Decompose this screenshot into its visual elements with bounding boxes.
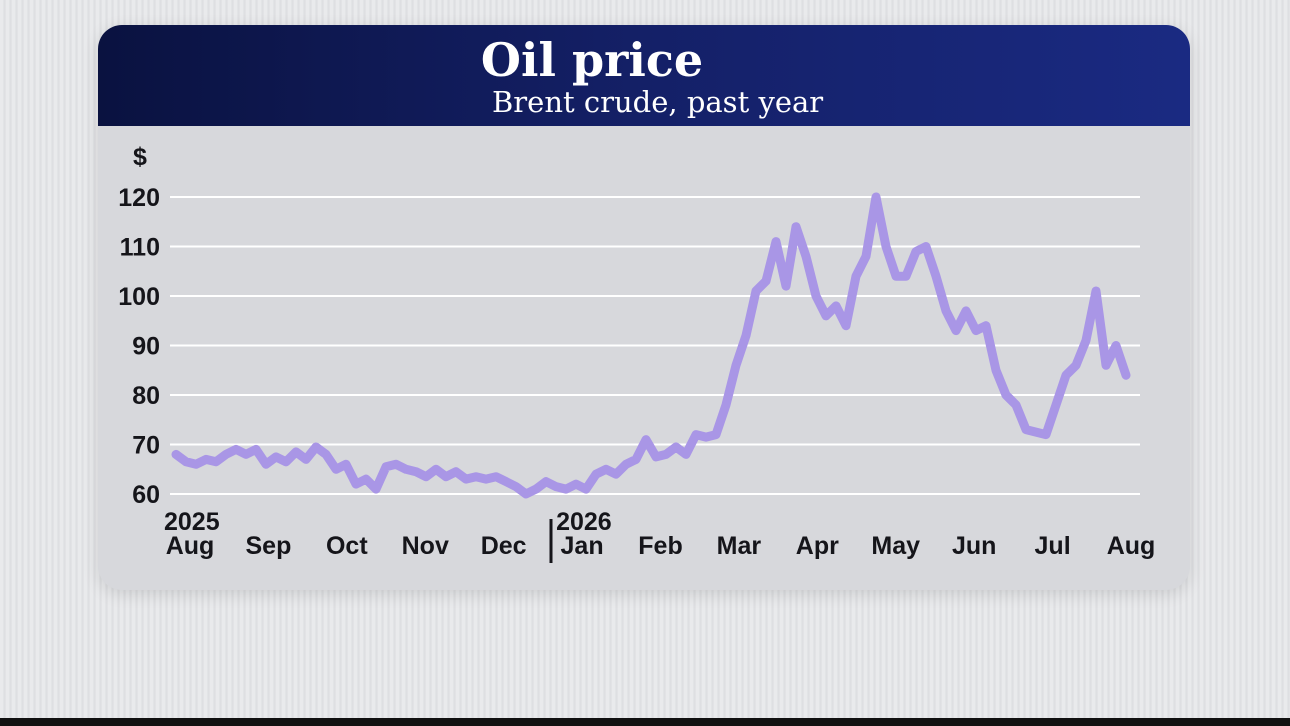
y-tick-label: 100 [118, 283, 160, 311]
x-tick-label: Oct [326, 532, 368, 560]
x-tick-label: Mar [717, 532, 762, 560]
x-tick-label: Apr [796, 532, 839, 560]
header-band [98, 25, 1190, 126]
y-tick-label: 90 [132, 333, 160, 361]
x-tick-label: Feb [638, 532, 682, 560]
y-tick-label: 110 [120, 234, 160, 262]
chart-title: Oil price [481, 33, 703, 87]
x-tick-label: Aug [1107, 532, 1156, 560]
x-tick-label: Jul [1035, 532, 1071, 560]
y-tick-label: 70 [132, 432, 160, 460]
x-tick-label: Sep [245, 532, 291, 560]
y-tick-label: 120 [118, 184, 160, 212]
x-tick-label: Dec [481, 532, 527, 560]
bottom-bar [0, 718, 1290, 726]
x-tick-label: Nov [402, 532, 449, 560]
y-tick-label: 80 [132, 382, 160, 410]
year-label: 2025 [164, 508, 220, 536]
x-tick-label: Jun [952, 532, 996, 560]
x-tick-label: Jan [561, 532, 604, 560]
year-label: 2026 [556, 508, 612, 536]
chart-card [98, 25, 1190, 590]
x-tick-label: May [871, 532, 920, 560]
chart-subtitle: Brent crude, past year [492, 85, 823, 119]
y-tick-label: 60 [132, 481, 160, 509]
y-axis-label: $ [133, 143, 147, 171]
x-tick-label: Aug [166, 532, 215, 560]
price-line [171, 192, 1131, 499]
